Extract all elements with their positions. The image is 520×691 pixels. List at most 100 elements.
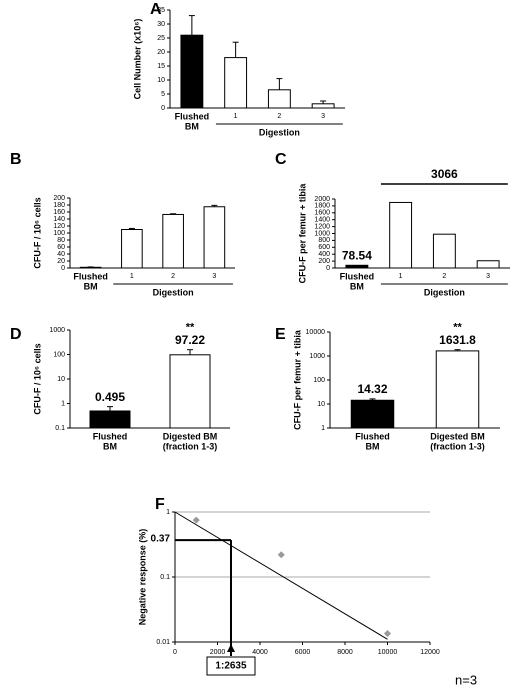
x-tick-label: Digested BM: [163, 431, 218, 441]
bar: [89, 410, 131, 429]
x-tick-label: 12000: [420, 649, 440, 656]
value-label: 14.32: [357, 382, 387, 396]
y-tick-label: 140: [53, 216, 65, 223]
y-tick-label: 10000: [306, 329, 326, 336]
arrow-head: [226, 644, 235, 652]
bar: [476, 260, 500, 269]
y-axis-label: CFU-F per femur + tibia: [297, 183, 307, 284]
data-point: [383, 629, 392, 638]
x-tick-label: 6000: [295, 649, 311, 656]
value-label: 0.495: [95, 390, 125, 404]
y-tick-label: 100: [53, 351, 65, 358]
x-tick-label: 2: [277, 113, 281, 120]
panel-letter: F: [155, 496, 165, 513]
y-axis-label: Cell Number (x10⁶): [132, 19, 142, 100]
x-tick-label: 2000: [210, 649, 226, 656]
data-point: [192, 516, 200, 524]
bar: [224, 57, 248, 109]
significance-marker: **: [453, 322, 462, 334]
y-tick-label: 0.1: [55, 425, 65, 432]
x-tick-label: 3: [212, 273, 216, 280]
y-tick-label: 20: [57, 258, 65, 265]
x-tick-label: Flushed: [93, 431, 128, 441]
bar: [267, 89, 291, 109]
y-tick-label: 200: [318, 258, 330, 265]
x-tick-label: 3: [321, 113, 325, 120]
note: n=3: [455, 672, 477, 687]
x-tick-label: Flushed: [175, 111, 210, 121]
x-tick-label: Flushed: [73, 271, 108, 281]
bar: [180, 34, 204, 109]
y-tick-label: 10: [157, 77, 165, 84]
y-tick-label: 200: [53, 195, 65, 202]
bar: [345, 264, 369, 269]
y-tick-label: 60: [57, 244, 65, 251]
y-tick-label: 600: [318, 244, 330, 251]
y-tick-label: 2000: [314, 196, 330, 203]
y-tick-label: 400: [318, 251, 330, 258]
value-label: 97.22: [175, 333, 205, 347]
y-tick-label: 30: [157, 21, 165, 28]
group-label: Digestion: [424, 287, 465, 297]
marker-y-label: 0.37: [151, 534, 171, 545]
x-tick-label: 1: [130, 273, 134, 280]
x-tick-label: 10000: [378, 649, 398, 656]
x-tick-label: BM: [350, 281, 364, 291]
x-tick-label: (fraction 1-3): [430, 441, 485, 451]
panel-letter: B: [10, 151, 22, 168]
value-label: 78.54: [342, 248, 372, 262]
x-tick-label: 3: [486, 273, 490, 280]
x-tick-label: 1: [399, 273, 403, 280]
group-label: Digestion: [259, 127, 300, 137]
y-tick-label: 120: [53, 223, 65, 230]
y-tick-label: 35: [157, 7, 165, 14]
x-tick-label: 2: [442, 273, 446, 280]
y-tick-label: 40: [57, 251, 65, 258]
marker-label: 1:2635: [215, 661, 247, 672]
bar: [203, 206, 226, 269]
x-tick-label: Digested BM: [430, 431, 485, 441]
y-tick-label: 100: [53, 230, 65, 237]
y-tick-label: 0: [61, 265, 65, 272]
y-tick-label: 1600: [314, 210, 330, 217]
bar: [435, 350, 480, 429]
y-tick-label: 1800: [314, 203, 330, 210]
bar: [169, 354, 211, 429]
bar: [432, 233, 456, 269]
y-axis-label: CFU-F / 10⁶ cells: [32, 343, 42, 414]
y-tick-label: 10: [317, 401, 325, 408]
y-tick-label: 0.01: [156, 639, 170, 646]
bar: [121, 229, 143, 269]
y-tick-label: 100: [313, 377, 325, 384]
x-tick-label: BM: [366, 441, 380, 451]
y-tick-label: 1200: [314, 223, 330, 230]
significance-marker: **: [186, 322, 195, 334]
group-label: Digestion: [153, 287, 194, 297]
x-tick-label: 0: [173, 649, 177, 656]
panel-letter: C: [275, 151, 287, 168]
bracket-label: 3066: [431, 167, 458, 181]
marker-box: [206, 656, 256, 676]
y-tick-label: 1: [321, 425, 325, 432]
x-tick-label: 2: [171, 273, 175, 280]
y-tick-label: 0: [326, 265, 330, 272]
x-tick-label: (fraction 1-3): [163, 441, 218, 451]
y-tick-label: 1000: [309, 353, 325, 360]
y-tick-label: 10: [57, 376, 65, 383]
bar: [311, 103, 335, 109]
y-axis-label: CFU-F / 10⁶ cells: [32, 197, 42, 268]
y-tick-label: 1000: [49, 327, 65, 334]
y-tick-label: 180: [53, 202, 65, 209]
y-tick-label: 15: [157, 63, 165, 70]
y-tick-label: 0: [161, 105, 165, 112]
x-tick-label: BM: [103, 441, 117, 451]
bar: [162, 213, 184, 269]
panel-letter: E: [275, 326, 286, 343]
x-tick-label: BM: [185, 121, 199, 131]
y-tick-label: 0.1: [160, 574, 170, 581]
y-axis-label: CFU-F per femur + tibia: [292, 329, 302, 430]
panel-letter: A: [150, 1, 162, 18]
data-point: [277, 551, 285, 559]
